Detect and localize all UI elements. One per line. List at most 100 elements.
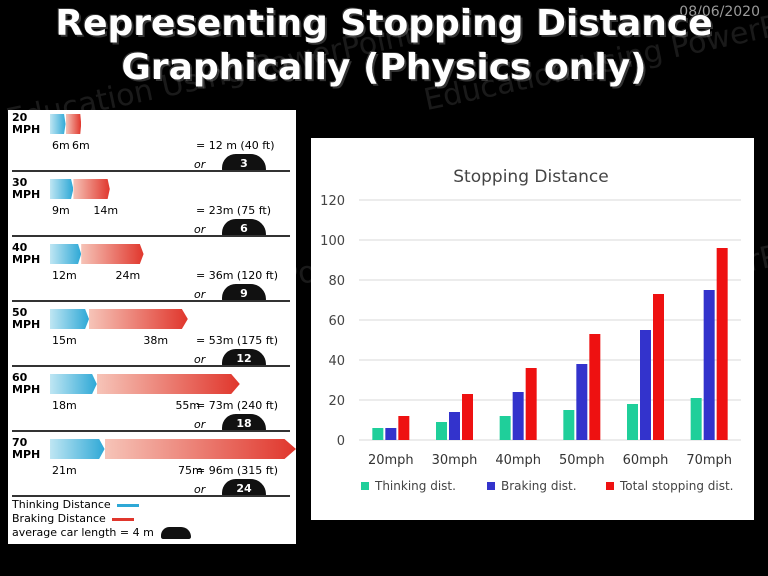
row-divider xyxy=(12,365,290,367)
car-icon xyxy=(161,527,192,539)
bar-braking-dist xyxy=(576,364,588,440)
legend-braking-swatch xyxy=(111,517,134,521)
thinking-distance-label: 6m xyxy=(52,139,70,152)
stopping-row: 60 MPH 18m 55m = 73m (240 ft) or 18 xyxy=(8,370,296,432)
total-distance-label: = 73m (240 ft) xyxy=(196,399,278,412)
bar-thinking-dist xyxy=(436,422,447,440)
speed-value: 20 xyxy=(12,111,28,124)
y-tick-label: 40 xyxy=(328,354,345,369)
thinking-distance-bar xyxy=(50,179,74,199)
speed-unit: MPH xyxy=(12,383,41,396)
y-tick-label: 20 xyxy=(328,394,345,409)
speed-label: 40 MPH xyxy=(12,242,40,266)
thinking-distance-label: 18m xyxy=(52,399,77,412)
thinking-distance-label: 9m xyxy=(52,204,70,217)
row-divider xyxy=(12,300,290,302)
speed-value: 40 xyxy=(12,241,28,254)
or-label: or xyxy=(194,158,206,171)
braking-distance-label: 55m xyxy=(175,399,201,412)
braking-distance-label: 6m xyxy=(72,139,90,152)
braking-distance-label: 24m xyxy=(115,269,141,282)
diagram-legend: Thinking Distance Braking Distance avera… xyxy=(12,498,192,540)
speed-unit: MPH xyxy=(12,188,41,201)
braking-distance-bar xyxy=(73,179,110,199)
bar-total-stopping-dist xyxy=(589,334,601,440)
legend-label: Braking dist. xyxy=(501,479,577,493)
legend-braking-label: Braking Distance xyxy=(12,512,106,525)
y-tick-label: 60 xyxy=(328,314,345,329)
stopping-row: 20 MPH 6m 6m = 12 m (40 ft) or 3 xyxy=(8,110,296,172)
thinking-distance-label: 12m xyxy=(52,269,77,282)
legend-label: Thinking dist. xyxy=(374,479,456,493)
bar-braking-dist xyxy=(512,392,524,440)
bar-braking-dist xyxy=(640,330,651,440)
bar-chart: Stopping Distance 0 20 40 60 80 100 120 20mph 30m… xyxy=(320,167,741,493)
legend-car-label: average car length = 4 m xyxy=(12,526,154,539)
bar-total-stopping-dist xyxy=(716,248,728,440)
bar-total-stopping-dist xyxy=(462,394,473,440)
y-tick-label: 0 xyxy=(337,434,345,449)
or-label: or xyxy=(194,223,206,236)
x-tick-label: 60mph xyxy=(623,453,669,468)
x-tick-label: 40mph xyxy=(495,453,541,468)
legend-thinking-label: Thinking Distance xyxy=(12,498,111,511)
braking-distance-label: 38m xyxy=(143,334,169,347)
thinking-distance-label: 21m xyxy=(52,464,77,477)
bar-thinking-dist xyxy=(690,398,702,440)
bar-thinking-dist xyxy=(499,416,511,440)
bar-thinking-dist xyxy=(563,410,575,440)
or-label: or xyxy=(194,483,206,496)
bar-thinking-dist xyxy=(372,428,384,440)
speed-label: 70 MPH xyxy=(12,437,40,461)
x-tick-label: 70mph xyxy=(686,453,732,468)
stopping-distance-diagram: 20 MPH 6m 6m = 12 m (40 ft) or 3 30 MPH 9m 14m = 23… xyxy=(8,110,296,544)
legend-label: Total stopping dist. xyxy=(619,479,733,493)
legend-swatch xyxy=(606,482,614,490)
legend-swatch xyxy=(487,482,495,490)
total-distance-label: = 53m (175 ft) xyxy=(196,334,278,347)
speed-label: 60 MPH xyxy=(12,372,40,396)
bar-total-stopping-dist xyxy=(525,368,537,440)
car-icon: 18 xyxy=(222,414,266,432)
bar-total-stopping-dist xyxy=(653,294,664,440)
thinking-distance-bar xyxy=(50,244,82,264)
y-tick-label: 100 xyxy=(320,234,345,249)
row-divider xyxy=(12,235,290,237)
total-distance-label: = 96m (315 ft) xyxy=(196,464,278,477)
legend-swatch xyxy=(361,482,369,490)
chart-title: Stopping Distance xyxy=(453,167,608,187)
braking-distance-bar xyxy=(96,374,240,394)
bar-total-stopping-dist xyxy=(398,416,410,440)
title-line-2: Graphically (Physics only) xyxy=(121,47,647,88)
speed-label: 20 MPH xyxy=(12,112,40,136)
car-icon: 6 xyxy=(222,219,266,237)
car-icon: 24 xyxy=(222,479,266,497)
row-divider xyxy=(12,495,290,497)
thinking-distance-label: 15m xyxy=(52,334,77,347)
or-label: or xyxy=(194,288,206,301)
speed-value: 70 xyxy=(12,436,28,449)
total-distance-label: = 36m (120 ft) xyxy=(196,269,278,282)
bar-braking-dist xyxy=(703,290,715,440)
stopping-row: 70 MPH 21m 75m = 96m (315 ft) or 24 xyxy=(8,435,296,497)
or-label: or xyxy=(194,418,206,431)
x-tick-label: 30mph xyxy=(432,453,478,468)
speed-value: 60 xyxy=(12,371,28,384)
thinking-distance-bar xyxy=(50,309,89,329)
x-tick-label: 20mph xyxy=(368,453,414,468)
speed-unit: MPH xyxy=(12,253,41,266)
bar-braking-dist xyxy=(449,412,460,440)
row-divider xyxy=(12,170,290,172)
stopping-row: 50 MPH 15m 38m = 53m (175 ft) or 12 xyxy=(8,305,296,367)
bar-thinking-dist xyxy=(627,404,638,440)
stopping-row: 30 MPH 9m 14m = 23m (75 ft) or 6 xyxy=(8,175,296,237)
speed-label: 30 MPH xyxy=(12,177,40,201)
braking-distance-bar xyxy=(65,114,82,134)
braking-distance-bar xyxy=(104,439,296,459)
slide-title: Representing Stopping Distance Graphical… xyxy=(0,2,768,90)
speed-value: 50 xyxy=(12,306,28,319)
y-tick-label: 80 xyxy=(328,274,345,289)
total-distance-label: = 12 m (40 ft) xyxy=(196,139,275,152)
title-line-1: Representing Stopping Distance xyxy=(55,3,713,44)
slide-date: 08/06/2020 xyxy=(679,4,760,20)
